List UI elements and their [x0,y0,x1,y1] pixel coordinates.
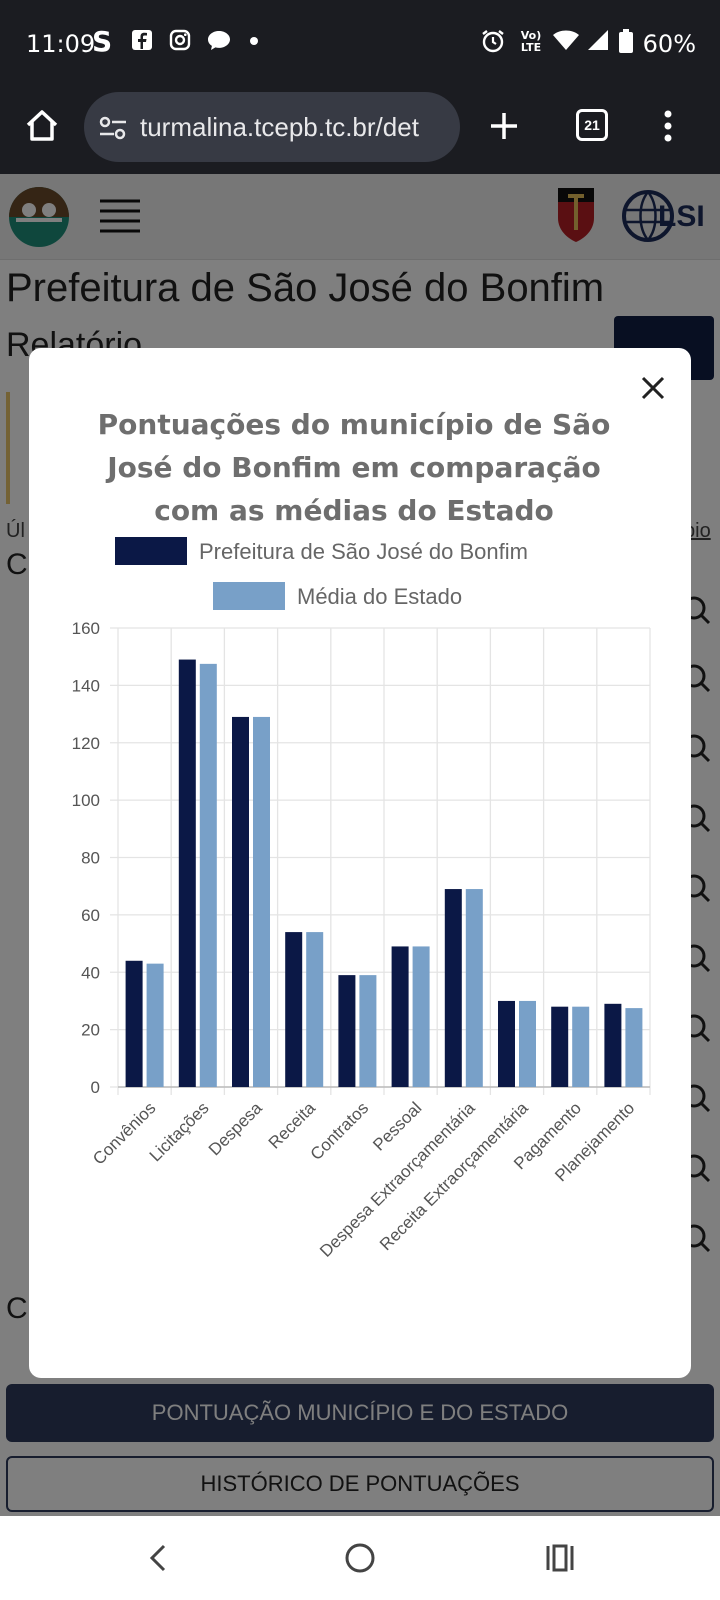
status-time: 11:09 [26,30,96,58]
bar [253,716,270,1087]
chart-modal: Pontuações do município de São José do Bo… [29,348,691,1378]
y-tick-label: 140 [72,676,100,695]
y-tick-label: 80 [81,849,100,868]
bar [444,889,462,1087]
bar [199,663,217,1087]
wifi-icon [552,28,580,58]
bar [285,932,303,1087]
legend-swatch [213,582,285,610]
volte-label: Vo) LTE [520,29,542,54]
bar [572,1006,590,1087]
home-button[interactable] [22,106,62,146]
legend-swatch [115,537,187,565]
bar [625,1008,643,1087]
browser-toolbar: turmalina.tcepb.tc.br/det 21 [0,88,720,174]
back-icon [149,1544,166,1572]
site-settings-icon[interactable] [98,114,128,142]
x-tick-label: Convênios [89,1098,159,1168]
new-tab-button[interactable] [484,106,524,146]
bar-chart: Pontuações do município de São José do Bo… [72,408,651,1261]
bar [519,1000,536,1087]
y-tick-label: 160 [72,619,100,638]
alarm-icon [480,28,506,60]
url-text[interactable]: turmalina.tcepb.tc.br/det [140,112,419,142]
x-tick-label: Despesa [205,1098,266,1159]
y-tick-label: 100 [72,791,100,810]
bar [359,975,377,1087]
bar [146,963,164,1087]
bar [391,946,409,1087]
chart-title-line: José do Bonfim em comparação [105,451,601,484]
bar [232,716,249,1087]
bar [125,960,143,1087]
chart-title-line: Pontuações do município de São [98,408,611,441]
close-button[interactable] [633,368,673,408]
bar [498,1000,515,1087]
x-tick-label: Receita [265,1098,320,1153]
y-tick-label: 40 [81,963,100,982]
recents-button[interactable] [540,1538,580,1578]
instagram-icon [168,28,192,58]
battery-percent: 60% [642,30,696,58]
bar [338,975,356,1087]
y-tick-label: 20 [81,1021,100,1040]
home-icon [26,110,58,141]
status-bar: 11:09 S Vo) LTE 60% [0,0,720,88]
y-tick-label: 120 [72,734,100,753]
legend-label: Média do Estado [297,584,462,609]
dot-icon [248,28,260,58]
bar [178,659,196,1087]
system-nav-bar [0,1516,720,1600]
bar [465,889,483,1087]
y-tick-label: 60 [81,906,100,925]
chart-title-line: com as médias do Estado [154,494,554,527]
more-vert-icon [664,110,672,142]
battery-icon [618,28,634,60]
chat-icon [206,28,232,58]
bar [306,932,324,1087]
close-icon [641,376,665,400]
signal-icon [586,28,610,58]
home-nav-button[interactable] [340,1538,380,1578]
back-button[interactable] [140,1538,180,1578]
plus-icon [491,113,517,139]
bar [604,1003,622,1087]
bar [412,946,430,1087]
bar [551,1006,569,1087]
s-app-icon: S [92,25,113,58]
y-tick-label: 0 [91,1078,100,1097]
tab-switcher-button[interactable]: 21 [576,109,608,141]
address-bar[interactable]: turmalina.tcepb.tc.br/det [84,92,460,162]
recents-icon [546,1544,574,1572]
legend-label: Prefeitura de São José do Bonfim [199,539,528,564]
home-circle-icon [345,1543,375,1573]
menu-button[interactable] [660,106,676,146]
facebook-icon [130,28,154,58]
x-tick-label: Contratos [307,1098,373,1164]
